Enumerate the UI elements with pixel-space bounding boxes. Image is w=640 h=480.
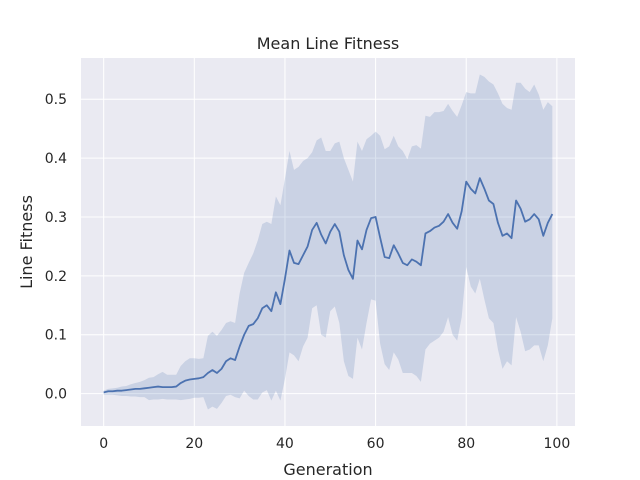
y-tick-label: 0.1 [45,328,67,344]
y-tick-label: 0.2 [45,269,67,285]
chart-title: Mean Line Fitness [257,34,400,53]
x-tick-label: 60 [367,436,385,452]
y-tick-label: 0.5 [45,92,67,108]
y-axis-label: Line Fitness [17,195,36,289]
y-tick-labels: 0.0 0.1 0.2 0.3 0.4 0.5 [45,92,67,402]
plot-background [81,58,575,426]
y-tick-label: 0.3 [45,210,67,226]
x-tick-label: 40 [276,436,294,452]
confidence-band [103,74,553,410]
x-tick-label: 0 [99,436,108,452]
x-tick-label: 20 [185,436,203,452]
x-tick-label: 80 [457,436,475,452]
grid-lines [81,58,575,426]
y-tick-label: 0.0 [45,387,67,403]
x-tick-labels: 0 20 40 60 80 100 [99,436,570,452]
mean-line [103,177,554,394]
x-axis-label: Generation [283,460,372,479]
y-tick-label: 0.4 [45,151,67,167]
x-tick-label: 100 [544,436,571,452]
